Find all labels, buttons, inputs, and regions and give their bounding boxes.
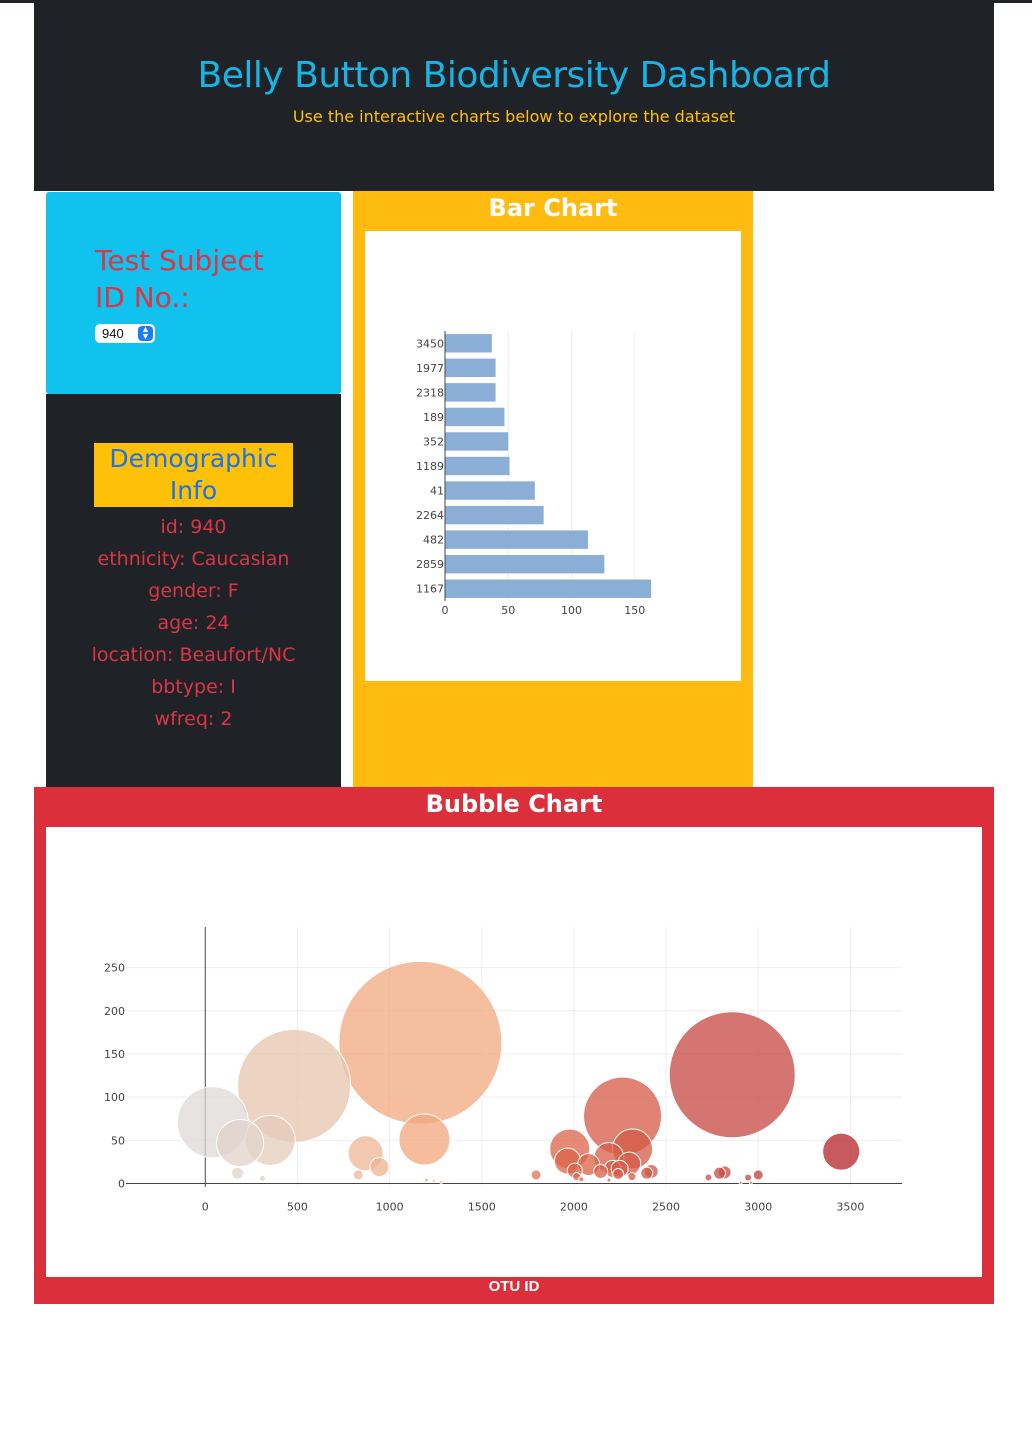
bubble-point <box>530 1169 542 1181</box>
bar-chart-panel: Bar Chart 0 50 100 150 1167 2859 482 2264 41 1189… <box>353 191 753 787</box>
bubble-point <box>593 1163 609 1179</box>
bar-chart-container: 0 50 100 150 1167 2859 482 2264 41 1189 352 189 2318… <box>365 231 741 681</box>
bar-y-tick-label: 189 <box>423 411 444 424</box>
selector-label: Test Subject ID No.: <box>95 244 264 314</box>
bar <box>445 554 605 574</box>
bar-chart-title: Bar Chart <box>488 194 618 222</box>
demographic-panel: Demographic Info id: 940 ethnicity: Cauc… <box>46 394 341 787</box>
bubble-chart-panel: Bubble Chart 0 500 1000 1500 2000 2500 3000 350… <box>34 787 994 1304</box>
bar <box>445 383 496 402</box>
bubble-point <box>338 960 503 1125</box>
demographic-list: id: 940 ethnicity: Caucasian gender: F a… <box>46 511 341 735</box>
bubble-point <box>738 1180 743 1185</box>
bar-x-tick-label: 0 <box>442 604 449 617</box>
bubble-y-tick-label: 200 <box>104 1005 125 1018</box>
bubble-point <box>640 1166 654 1180</box>
subject-id-dropdown[interactable]: 940 ▲ ▼ <box>95 324 155 343</box>
bubble-y-tick-label: 250 <box>104 962 125 975</box>
bubble-y-tick-label: 100 <box>104 1091 125 1104</box>
bubble-point <box>668 1011 796 1139</box>
bar-y-tick-label: 352 <box>423 435 444 448</box>
bubble-point <box>822 1132 861 1171</box>
bar-y-tick-label: 2859 <box>416 558 444 571</box>
bar <box>445 432 509 451</box>
bubble-point <box>606 1177 612 1183</box>
page-subtitle: Use the interactive charts below to expl… <box>292 107 736 126</box>
demographic-title: Demographic Info <box>94 443 293 507</box>
bar-y-tick-label: 2318 <box>416 386 444 399</box>
bar-y-tick-label: 482 <box>423 534 444 547</box>
bubble-x-tick-label: 2000 <box>560 1201 588 1214</box>
bubble-point <box>231 1166 245 1180</box>
subject-selector-panel: Test Subject ID No.: 940 ▲ ▼ <box>46 192 341 394</box>
bubble-x-axis-label: OTU ID <box>488 1278 540 1295</box>
top-border <box>0 0 1032 3</box>
bar-x-tick-label: 50 <box>501 604 515 617</box>
demographic-item: ethnicity: Caucasian <box>97 548 290 570</box>
demographic-item: age: 24 <box>157 612 230 634</box>
bubble-point <box>704 1173 713 1182</box>
bubble-y-tick-label: 0 <box>118 1178 125 1191</box>
bar-x-tick-label: 150 <box>624 604 645 617</box>
bubble-point <box>744 1173 753 1182</box>
bar-y-tick-label: 1189 <box>416 460 444 473</box>
bar <box>445 579 652 598</box>
bar-y-tick-label: 1977 <box>416 362 444 375</box>
bubble-point <box>216 1118 265 1167</box>
bubble-point <box>578 1176 585 1183</box>
demographic-item: bbtype: I <box>151 676 236 698</box>
bubble-point <box>612 1168 625 1181</box>
bubble-chart[interactable]: 0 500 1000 1500 2000 2500 3000 3500 0 50 100 150 200… <box>46 827 982 1277</box>
page-title: Belly Button Biodiversity Dashboard <box>197 55 831 96</box>
bubble-x-tick-label: 3000 <box>744 1201 772 1214</box>
bubble-x-tick-label: 2500 <box>652 1201 680 1214</box>
bubble-x-tick-label: 1000 <box>376 1201 404 1214</box>
bubble-x-tick-label: 1500 <box>468 1201 496 1214</box>
page-header: Belly Button Biodiversity Dashboard Use … <box>34 3 994 191</box>
bubble-point <box>431 1178 436 1183</box>
demographic-item: location: Beaufort/NC <box>91 644 296 666</box>
demographic-item: gender: F <box>148 580 239 602</box>
demographic-item: id: 940 <box>160 516 227 538</box>
bar-y-tick-label: 1167 <box>416 583 444 596</box>
bar <box>445 456 510 476</box>
bubble-point <box>398 1113 451 1166</box>
bar-y-tick-label: 3450 <box>416 337 444 350</box>
bubble-point <box>752 1169 764 1181</box>
bar <box>445 505 544 525</box>
bubble-chart-container: 0 500 1000 1500 2000 2500 3000 3500 0 50 100 150 200… <box>46 827 982 1277</box>
bubble-point <box>369 1157 390 1178</box>
bubble-point <box>439 1179 444 1184</box>
bar <box>445 530 588 549</box>
bar-chart[interactable]: 0 50 100 150 1167 2859 482 2264 41 1189 352 189 2318… <box>365 231 741 681</box>
bubble-point <box>713 1166 727 1180</box>
bar-y-tick-label: 41 <box>430 485 444 498</box>
bubble-point <box>423 1177 429 1183</box>
bubble-point <box>627 1172 637 1182</box>
bar-y-tick-label: 2264 <box>416 509 444 522</box>
bubble-y-tick-label: 50 <box>111 1134 125 1147</box>
bubble-point <box>748 1180 753 1185</box>
bubble-x-tick-label: 500 <box>287 1201 308 1214</box>
bubble-x-tick-label: 3500 <box>836 1201 864 1214</box>
subject-id-value: 940 <box>102 326 124 341</box>
bar <box>445 481 535 500</box>
bubble-x-tick-label: 0 <box>202 1201 209 1214</box>
bubble-y-tick-label: 150 <box>104 1048 125 1061</box>
dropdown-arrows-icon: ▲ ▼ <box>138 325 153 341</box>
bubble-chart-title: Bubble Chart <box>425 790 603 818</box>
bubble-point <box>258 1174 266 1182</box>
bar <box>445 407 505 427</box>
bar <box>445 334 492 353</box>
bar-x-tick-label: 100 <box>561 604 582 617</box>
bubble-point <box>352 1169 364 1181</box>
bar <box>445 358 496 378</box>
demographic-item: wfreq: 2 <box>154 708 233 730</box>
